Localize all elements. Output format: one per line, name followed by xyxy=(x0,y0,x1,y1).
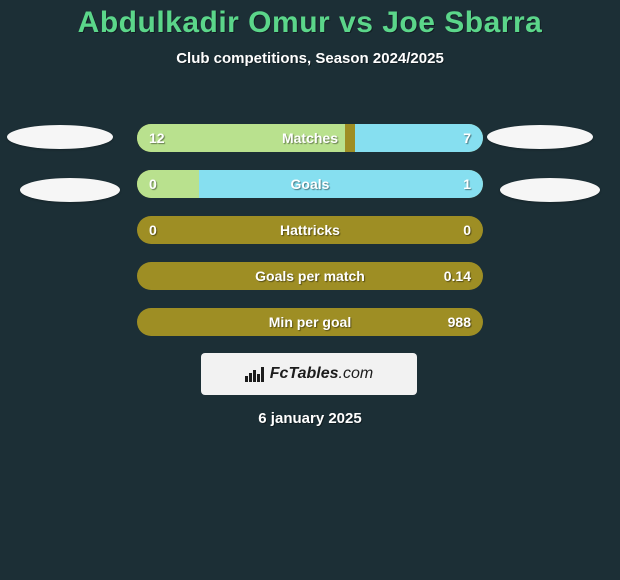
brand-text: FcTables.com xyxy=(270,365,373,383)
stat-row: Matches12 7 xyxy=(137,124,483,152)
stat-rows: Matches127Goals01Hattricks00Goals per ma… xyxy=(137,124,483,354)
brand-suffix: .com xyxy=(339,365,374,382)
stat-label: Goals xyxy=(137,170,483,198)
player2-value: 988 xyxy=(448,308,471,336)
player2-value: 7 xyxy=(463,124,471,152)
badge-ellipse xyxy=(7,125,113,149)
player1-value: 12 xyxy=(149,124,165,152)
brand-box: FcTables.com xyxy=(201,353,417,395)
date-text: 6 january 2025 xyxy=(0,410,620,427)
stat-label: Goals per match xyxy=(137,262,483,290)
page-title: Abdulkadir Omur vs Joe Sbarra xyxy=(0,0,620,40)
player2-value: 0.14 xyxy=(444,262,471,290)
badge-ellipse xyxy=(20,178,120,202)
player1-value: 0 xyxy=(149,216,157,244)
brand-name: FcTables xyxy=(270,365,339,382)
player2-value: 0 xyxy=(463,216,471,244)
stat-row: Min per goal988 xyxy=(137,308,483,336)
badge-ellipse xyxy=(487,125,593,149)
stat-label: Hattricks xyxy=(137,216,483,244)
player1-value: 0 xyxy=(149,170,157,198)
stat-row: Hattricks0 0 xyxy=(137,216,483,244)
player2-value: 1 xyxy=(463,170,471,198)
stat-label: Min per goal xyxy=(137,308,483,336)
stat-row: Goals per match0.14 xyxy=(137,262,483,290)
badge-ellipse xyxy=(500,178,600,202)
brand-chart-icon xyxy=(245,366,265,382)
stat-row: Goals0 1 xyxy=(137,170,483,198)
subtitle: Club competitions, Season 2024/2025 xyxy=(0,50,620,67)
stat-label: Matches xyxy=(137,124,483,152)
